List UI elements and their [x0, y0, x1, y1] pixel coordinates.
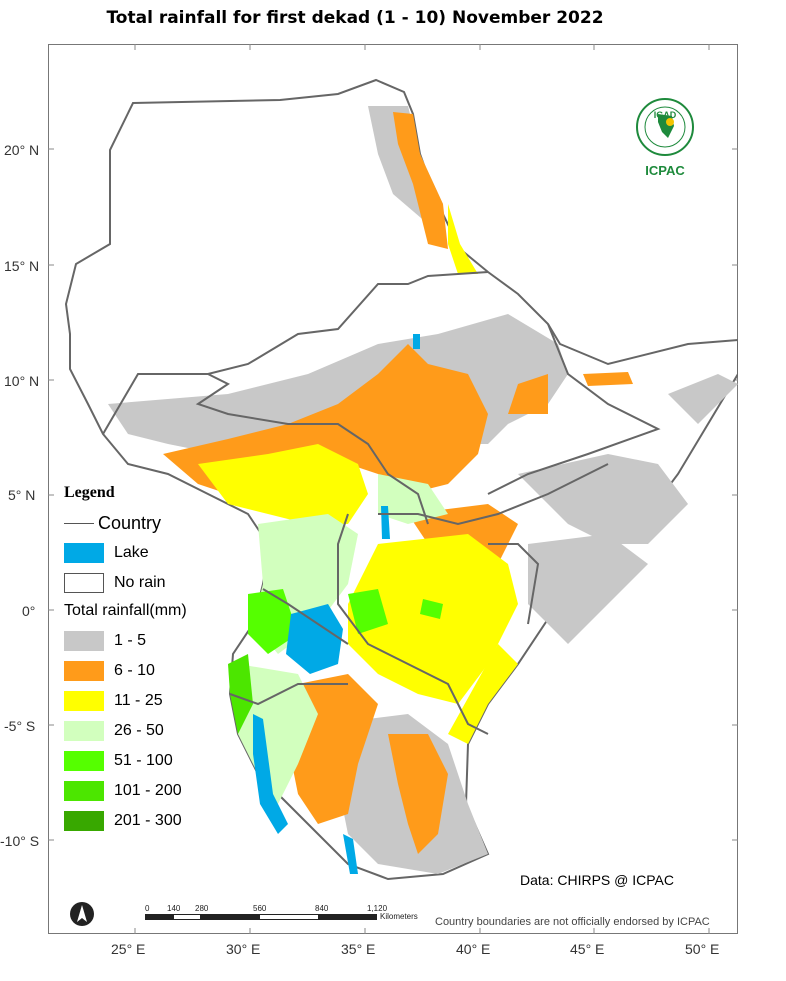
legend-item: 1 - 5 — [64, 626, 244, 656]
lon-label: 40° E — [456, 941, 491, 957]
legend-item: 201 - 300 — [64, 806, 244, 836]
lon-label: 45° E — [570, 941, 605, 957]
country-line-icon — [64, 522, 94, 524]
boundary-disclaimer: Country boundaries are not officially en… — [435, 916, 710, 928]
scale-label: 560 — [253, 904, 267, 913]
legend-label: 11 - 25 — [114, 692, 163, 709]
rainfall-class-51-100 — [248, 589, 443, 654]
legend-label: 1 - 5 — [114, 632, 147, 649]
class-swatch — [64, 661, 104, 681]
lat-label: 5° N — [8, 487, 36, 503]
class-swatch — [64, 691, 104, 711]
igad-icpac-logo: IGAD ICPAC — [628, 96, 702, 178]
lat-label: -5° S — [4, 718, 36, 734]
lat-label: 10° N — [4, 373, 40, 389]
scale-segment — [201, 914, 259, 920]
legend-item: 26 - 50 — [64, 716, 244, 746]
scale-label: 140 — [167, 904, 181, 913]
legend-label: No rain — [114, 574, 166, 591]
lakes — [253, 334, 420, 874]
legend-label: 51 - 100 — [114, 752, 173, 769]
legend-item: 101 - 200 — [64, 776, 244, 806]
lon-label: 35° E — [341, 941, 376, 957]
no-rain-swatch — [64, 573, 104, 593]
legend-item-country: Country — [64, 508, 244, 538]
scale-segment — [259, 914, 319, 920]
legend-item: 6 - 10 — [64, 656, 244, 686]
lat-label: -10° S — [0, 833, 40, 849]
scale-label: 1,120 — [367, 904, 388, 913]
logo-top-text: IGAD — [653, 110, 677, 120]
igad-emblem-icon — [636, 98, 694, 156]
data-credit: Data: CHIRPS @ ICPAC — [520, 872, 674, 888]
class-swatch — [64, 811, 104, 831]
country-borders — [102, 271, 661, 735]
lon-label: 30° E — [226, 941, 261, 957]
scale-label: 280 — [195, 904, 209, 913]
lake-swatch — [64, 543, 104, 563]
rainfall-class-101-200 — [228, 654, 253, 734]
legend-label: 101 - 200 — [114, 782, 182, 799]
legend-item: 51 - 100 — [64, 746, 244, 776]
legend-label: Lake — [114, 544, 149, 561]
scale-label: 840 — [315, 904, 329, 913]
lat-label: 20° N — [4, 142, 40, 158]
legend-label: Country — [98, 512, 162, 533]
scale-bar: 0 140 280 560 840 1,120 — [145, 904, 387, 920]
map-frame — [48, 44, 738, 934]
lon-label: 50° E — [685, 941, 720, 957]
scale-segment — [145, 914, 173, 920]
legend-item-lake: Lake — [64, 538, 244, 568]
rainfall-map — [48, 44, 738, 934]
lat-label: 0° — [22, 603, 36, 619]
class-swatch — [64, 631, 104, 651]
legend-item: 11 - 25 — [64, 686, 244, 716]
rainfall-class-11-25 — [198, 204, 518, 744]
lat-label: 15° N — [4, 258, 40, 274]
scale-label: 0 — [145, 904, 150, 913]
legend: Legend Country Lake No rain Total rainfa… — [64, 484, 244, 836]
logo-bottom-text: ICPAC — [645, 163, 685, 178]
north-arrow-icon — [70, 902, 94, 926]
lon-label: 25° E — [111, 941, 146, 957]
legend-label: 201 - 300 — [114, 812, 182, 829]
legend-subheading: Total rainfall(mm) — [64, 602, 187, 619]
legend-title: Legend — [64, 484, 115, 501]
scale-segment — [173, 914, 201, 920]
map-title: Total rainfall for first dekad (1 - 10) … — [106, 8, 604, 28]
legend-label: 6 - 10 — [114, 662, 155, 679]
scale-unit: Kilometers — [380, 912, 418, 921]
legend-item-no-rain: No rain — [64, 568, 244, 598]
class-swatch — [64, 721, 104, 741]
class-swatch — [64, 751, 104, 771]
legend-label: 26 - 50 — [114, 722, 164, 739]
class-swatch — [64, 781, 104, 801]
scale-segment — [319, 914, 377, 920]
